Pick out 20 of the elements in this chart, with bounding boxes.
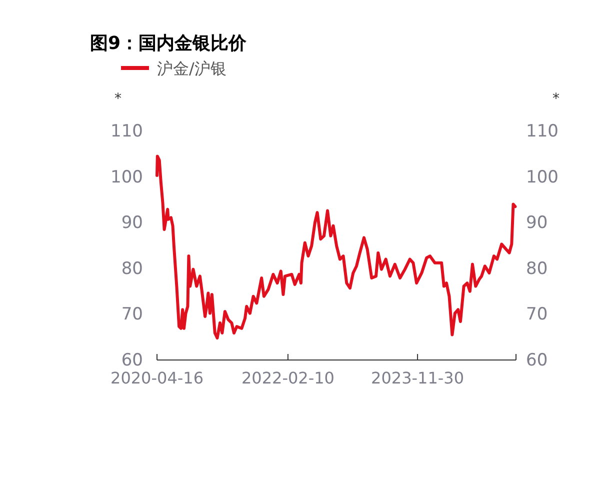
y2-axis-title: *: [552, 91, 560, 107]
legend-label: 沪金/沪银: [157, 59, 226, 78]
y2-tick-label: 70: [526, 304, 548, 325]
y-tick-label: 100: [110, 167, 143, 188]
y-tick-label: 90: [121, 213, 143, 234]
y-tick-label: 60: [121, 350, 143, 370]
chart-title: 图9：国内金银比价: [90, 33, 248, 54]
y2-tick-label: 80: [526, 258, 548, 279]
y2-tick-label: 100: [526, 167, 558, 188]
y-axis-title: *: [114, 91, 122, 107]
y-tick-label: 80: [121, 258, 143, 279]
y-tick-label: 110: [110, 121, 143, 142]
x-tick-label: 2022-02-10: [241, 368, 334, 388]
line-series: [156, 154, 517, 340]
x-tick-label: 2023-11-30: [371, 368, 464, 388]
x-tick-label: 2020-04-16: [110, 368, 204, 388]
y2-tick-label: 110: [526, 121, 558, 142]
y-tick-label: 70: [121, 304, 143, 325]
y2-tick-label: 60: [526, 350, 548, 370]
y2-tick-label: 90: [526, 213, 548, 234]
